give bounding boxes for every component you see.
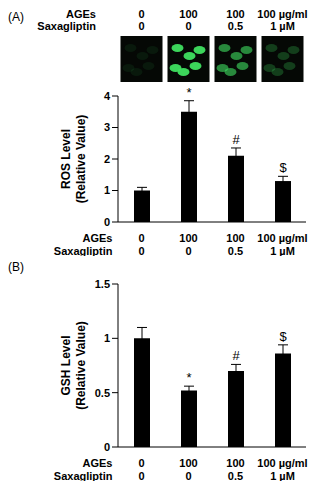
svg-text:Saxagliptin: Saxagliptin	[54, 245, 113, 256]
svg-text:0.5: 0.5	[228, 245, 243, 256]
svg-text:Saxagliptin: Saxagliptin	[37, 20, 96, 32]
html-text:(A): (A)	[8, 10, 24, 24]
svg-text:100: 100	[226, 8, 244, 20]
svg-text:Saxagliptin: Saxagliptin	[54, 470, 113, 481]
svg-text:0: 0	[104, 216, 110, 228]
svg-text:AGEs: AGEs	[83, 232, 113, 244]
svg-text:0: 0	[104, 441, 110, 453]
svg-text:1: 1	[104, 332, 110, 344]
svg-text:1 µM: 1 µM	[270, 20, 295, 32]
svg-text:100: 100	[226, 457, 244, 469]
svg-text:*: *	[186, 88, 191, 100]
svg-text:0: 0	[138, 232, 144, 244]
svg-text:100: 100	[179, 457, 197, 469]
svg-text:$: $	[279, 160, 287, 175]
svg-text:AGEs: AGEs	[66, 8, 96, 20]
svg-text:*: *	[186, 370, 191, 385]
svg-text:2: 2	[104, 153, 110, 165]
svg-text:0.5: 0.5	[228, 20, 243, 32]
svg-text:100: 100	[226, 232, 244, 244]
svg-text:4: 4	[104, 90, 111, 102]
svg-text:0: 0	[185, 470, 191, 481]
svg-text:0: 0	[138, 457, 144, 469]
svg-text:100 µg/ml: 100 µg/ml	[257, 232, 307, 244]
svg-text:100 µg/ml: 100 µg/ml	[257, 457, 307, 469]
svg-text:0.5: 0.5	[95, 387, 110, 399]
svg-text:100: 100	[179, 8, 197, 20]
svg-text:#: #	[232, 132, 240, 147]
svg-text:AGEs: AGEs	[83, 457, 113, 469]
svg-text:$: $	[279, 329, 287, 344]
svg-text:ROS Level: ROS Level	[59, 129, 73, 189]
svg-text:3: 3	[104, 121, 110, 133]
svg-text:1: 1	[104, 184, 110, 196]
svg-text:(Relative Value): (Relative Value)	[74, 321, 88, 410]
svg-text:0: 0	[138, 470, 144, 481]
svg-text:0: 0	[138, 20, 144, 32]
svg-text:1 µM: 1 µM	[270, 470, 295, 481]
svg-text:100: 100	[179, 232, 197, 244]
svg-text:0: 0	[138, 245, 144, 256]
svg-text:0: 0	[185, 245, 191, 256]
html-text:(B): (B)	[8, 260, 24, 274]
svg-text:#: #	[232, 348, 240, 363]
svg-text:(Relative Value): (Relative Value)	[74, 115, 88, 204]
svg-text:0: 0	[138, 8, 144, 20]
svg-text:1 µM: 1 µM	[270, 245, 295, 256]
svg-text:0.5: 0.5	[228, 470, 243, 481]
svg-text:GSH Level: GSH Level	[59, 335, 73, 395]
svg-text:0: 0	[185, 20, 191, 32]
svg-text:1.5: 1.5	[95, 278, 110, 290]
svg-text:100 µg/ml: 100 µg/ml	[257, 8, 307, 20]
